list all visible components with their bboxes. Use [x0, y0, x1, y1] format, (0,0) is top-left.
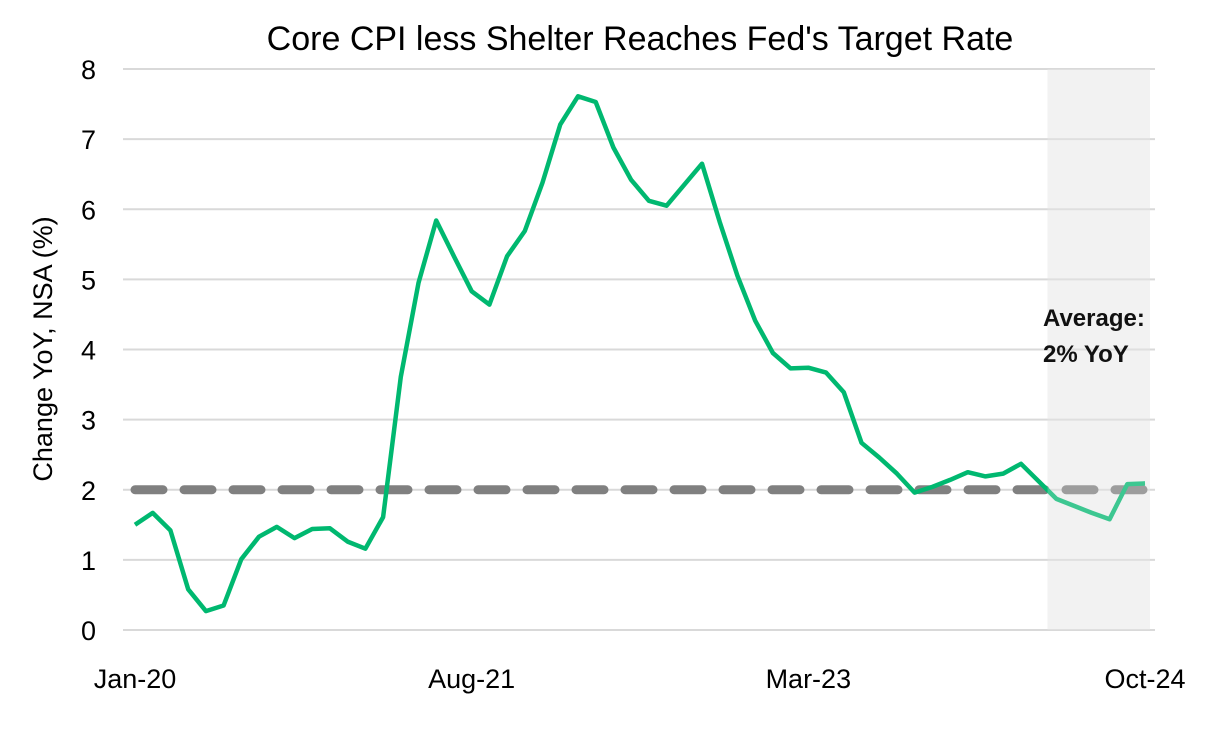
y-tick-label: 1: [81, 546, 96, 576]
x-tick-label: Jan-20: [94, 664, 177, 694]
annotation-line-1: Average:: [1043, 305, 1145, 332]
y-tick-label: 6: [81, 195, 96, 225]
series-line: [135, 96, 1145, 611]
y-tick-label: 0: [81, 616, 96, 646]
y-tick-label: 3: [81, 406, 96, 436]
y-tick-label: 7: [81, 125, 96, 155]
y-axis-label: Change YoY, NSA (%): [28, 216, 58, 481]
y-tick-label: 2: [81, 476, 96, 506]
chart-title: Core CPI less Shelter Reaches Fed's Targ…: [267, 20, 1014, 58]
y-tick-label: 4: [81, 336, 96, 366]
x-tick-label: Aug-21: [428, 664, 515, 694]
x-tick-label: Oct-24: [1104, 664, 1185, 694]
x-tick-label: Mar-23: [766, 664, 852, 694]
y-tick-label: 5: [81, 265, 96, 295]
y-tick-label: 8: [81, 55, 96, 85]
annotation-line-2: 2% YoY: [1043, 341, 1129, 368]
